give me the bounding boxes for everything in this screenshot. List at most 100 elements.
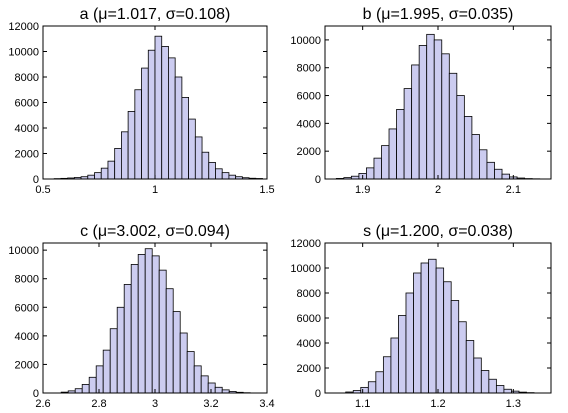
histogram-bar xyxy=(433,39,443,180)
histogram-bar xyxy=(443,281,452,394)
histogram-bar xyxy=(382,356,392,394)
x-tick-label: 1.1 xyxy=(355,398,370,410)
histogram-bar xyxy=(381,145,390,180)
histogram-bar xyxy=(134,89,142,180)
histogram-bar xyxy=(388,128,397,180)
x-tick-label: 2.1 xyxy=(506,184,521,196)
histogram-bar xyxy=(144,248,153,394)
histogram-bar xyxy=(116,306,125,394)
histogram-bar xyxy=(367,381,377,394)
y-tick-label: 6000 xyxy=(297,313,321,325)
histogram-bar xyxy=(200,375,209,394)
histogram-bar xyxy=(450,300,460,394)
y-tick-label: 12000 xyxy=(8,21,39,33)
histogram-bar xyxy=(473,357,482,394)
histogram-bar xyxy=(390,337,399,394)
x-tick-label: 2.6 xyxy=(35,398,50,410)
subplot-c: c (μ=3.002, σ=0.094) 0 2000 4000 6000 8000 100… xyxy=(8,223,274,410)
histogram-bar xyxy=(87,174,95,180)
y-tick-label: 4000 xyxy=(15,123,39,135)
y-tick-label: 2000 xyxy=(297,363,321,375)
histogram-bar xyxy=(193,365,202,394)
y-tick-label: 2000 xyxy=(15,359,39,371)
histogram-bar xyxy=(448,72,458,180)
histogram-bar xyxy=(403,88,413,180)
histogram-bar xyxy=(109,328,118,394)
histogram-bar xyxy=(141,67,149,180)
y-tick-label: 0 xyxy=(33,388,39,400)
histogram-bar xyxy=(181,97,190,180)
histogram-bar xyxy=(114,147,122,180)
y-tick-label: 2000 xyxy=(15,149,39,161)
subplot-a: a (μ=1.017, σ=0.108) 0 2000 4000 6000 8000 100… xyxy=(8,6,274,196)
histogram-bar xyxy=(413,272,422,394)
y-tick-label: 4000 xyxy=(15,331,39,343)
histogram-bar xyxy=(373,157,382,180)
histogram-bar xyxy=(168,57,176,180)
histogram-bar xyxy=(411,64,420,180)
y-tick-label: 0 xyxy=(33,174,39,186)
y-tick-label: 8000 xyxy=(297,288,321,300)
histogram-bar xyxy=(215,168,223,180)
x-tick-label: 1.3 xyxy=(506,398,521,410)
y-tick-label: 6000 xyxy=(15,302,39,314)
histogram-bar xyxy=(426,33,435,180)
subplot-title: a (μ=1.017, σ=0.108) xyxy=(80,6,231,23)
histogram-bar xyxy=(398,315,407,394)
histogram-bar xyxy=(428,258,437,394)
histogram-bar xyxy=(418,45,428,180)
y-tick-label: 2000 xyxy=(297,146,321,158)
x-tick-label: 2.8 xyxy=(91,398,106,410)
histogram-bar xyxy=(501,173,510,180)
histogram-bar xyxy=(494,168,503,180)
histogram-bar xyxy=(488,378,497,394)
histogram-bar xyxy=(221,172,230,180)
histogram-bar xyxy=(107,160,116,180)
histogram-bar xyxy=(102,349,111,394)
histogram-bar xyxy=(465,340,475,394)
histogram-bar xyxy=(130,264,139,394)
y-tick-label: 0 xyxy=(315,174,321,186)
histogram-bar xyxy=(441,53,450,180)
x-tick-label: 1.2 xyxy=(430,398,445,410)
histogram-bar xyxy=(179,332,188,394)
histogram-bar xyxy=(151,255,160,394)
histogram-bar xyxy=(74,388,83,394)
histogram-bar xyxy=(360,386,369,394)
subplot-title: b (μ=1.995, σ=0.035) xyxy=(363,6,514,23)
histogram-bar xyxy=(137,254,146,394)
x-tick-label: 0.5 xyxy=(35,184,50,196)
subplot-title: s (μ=1.200, σ=0.038) xyxy=(363,223,513,240)
x-tick-label: 3 xyxy=(152,398,158,410)
histogram-bar xyxy=(88,376,97,394)
x-tick-label: 1.9 xyxy=(355,184,370,196)
histogram-bar xyxy=(420,262,429,394)
histogram-bar xyxy=(81,384,90,394)
histogram-bar xyxy=(375,371,384,394)
histogram-bar xyxy=(207,382,216,394)
histogram-bar xyxy=(201,151,210,180)
histogram-bar xyxy=(95,365,104,394)
y-tick-label: 12000 xyxy=(290,238,321,250)
histogram-bar xyxy=(186,351,195,394)
histogram-bar xyxy=(471,134,480,180)
y-tick-label: 0 xyxy=(315,388,321,400)
histogram-bar xyxy=(174,76,183,180)
y-tick-label: 8000 xyxy=(297,63,321,75)
x-tick-label: 3.4 xyxy=(259,398,274,410)
x-tick-label: 2 xyxy=(435,184,441,196)
histogram-bar xyxy=(94,172,102,180)
histogram-bar xyxy=(127,111,136,180)
histogram-bar xyxy=(396,109,405,180)
histogram-bar xyxy=(154,35,163,180)
y-tick-label: 4000 xyxy=(297,338,321,350)
y-tick-label: 10000 xyxy=(290,35,321,47)
histogram-bar xyxy=(158,269,167,394)
histogram-bar xyxy=(486,161,495,180)
histogram-bar xyxy=(463,116,473,180)
subplot-title: c (μ=3.002, σ=0.094) xyxy=(80,223,230,240)
histogram-bar xyxy=(214,386,223,394)
histogram-bar xyxy=(165,288,174,394)
